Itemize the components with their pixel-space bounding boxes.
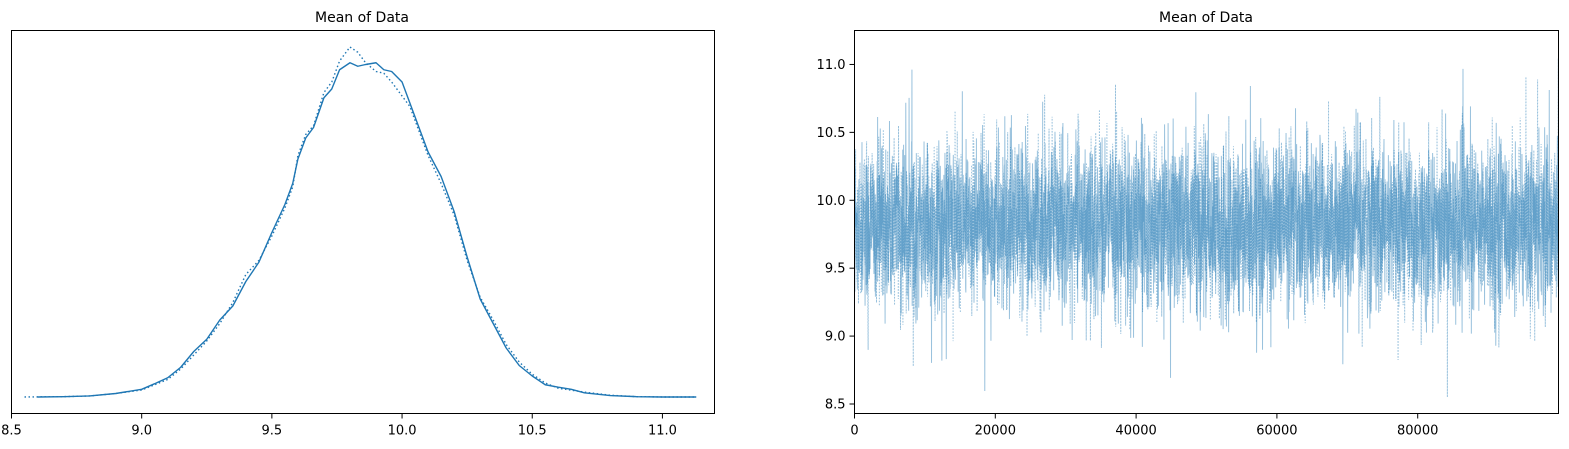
density-title: Mean of Data <box>315 10 409 26</box>
trace-x-tick-label: 80000 <box>1397 424 1438 439</box>
trace-title: Mean of Data <box>1159 10 1253 26</box>
density-series-dotted <box>24 46 697 398</box>
trace-y-tick-label: 10.0 <box>817 194 846 209</box>
trace-y-tick-label: 10.5 <box>817 126 846 141</box>
density-curves <box>24 46 697 398</box>
density-x-tick-label: 9.5 <box>262 424 283 439</box>
trace-panel: Mean of Data 0 20000 40000 60000 80000 8.5 9.… <box>817 10 1559 439</box>
density-x-tick-label: 9.0 <box>131 424 152 439</box>
trace-x-axis: 0 20000 40000 60000 80000 <box>850 413 1438 439</box>
trace-x-tick-label: 20000 <box>975 424 1016 439</box>
trace-y-tick-label: 8.5 <box>825 397 846 412</box>
density-axes-frame <box>11 30 715 414</box>
density-panel: Mean of Data 8.5 9.0 9.5 10.0 10.5 11.0 <box>1 10 715 439</box>
density-x-tick-label: 8.5 <box>1 424 22 439</box>
trace-y-tick-label: 9.5 <box>825 262 846 277</box>
trace-series-dotted <box>854 58 1559 398</box>
trace-series <box>854 58 1559 398</box>
trace-y-axis: 8.5 9.0 9.5 10.0 10.5 11.0 <box>817 58 855 412</box>
trace-series-solid <box>854 68 1559 391</box>
trace-y-tick-label: 11.0 <box>817 58 846 73</box>
trace-x-tick-label: 0 <box>850 424 858 439</box>
density-x-tick-label: 10.0 <box>388 424 417 439</box>
density-x-axis: 8.5 9.0 9.5 10.0 10.5 11.0 <box>1 413 677 439</box>
trace-x-tick-label: 60000 <box>1256 424 1297 439</box>
trace-x-tick-label: 40000 <box>1115 424 1156 439</box>
trace-y-tick-label: 9.0 <box>825 330 846 345</box>
density-x-tick-label: 11.0 <box>648 424 677 439</box>
density-series-solid <box>37 62 697 398</box>
density-x-tick-label: 10.5 <box>518 424 547 439</box>
trace-axes-frame <box>854 30 1559 414</box>
